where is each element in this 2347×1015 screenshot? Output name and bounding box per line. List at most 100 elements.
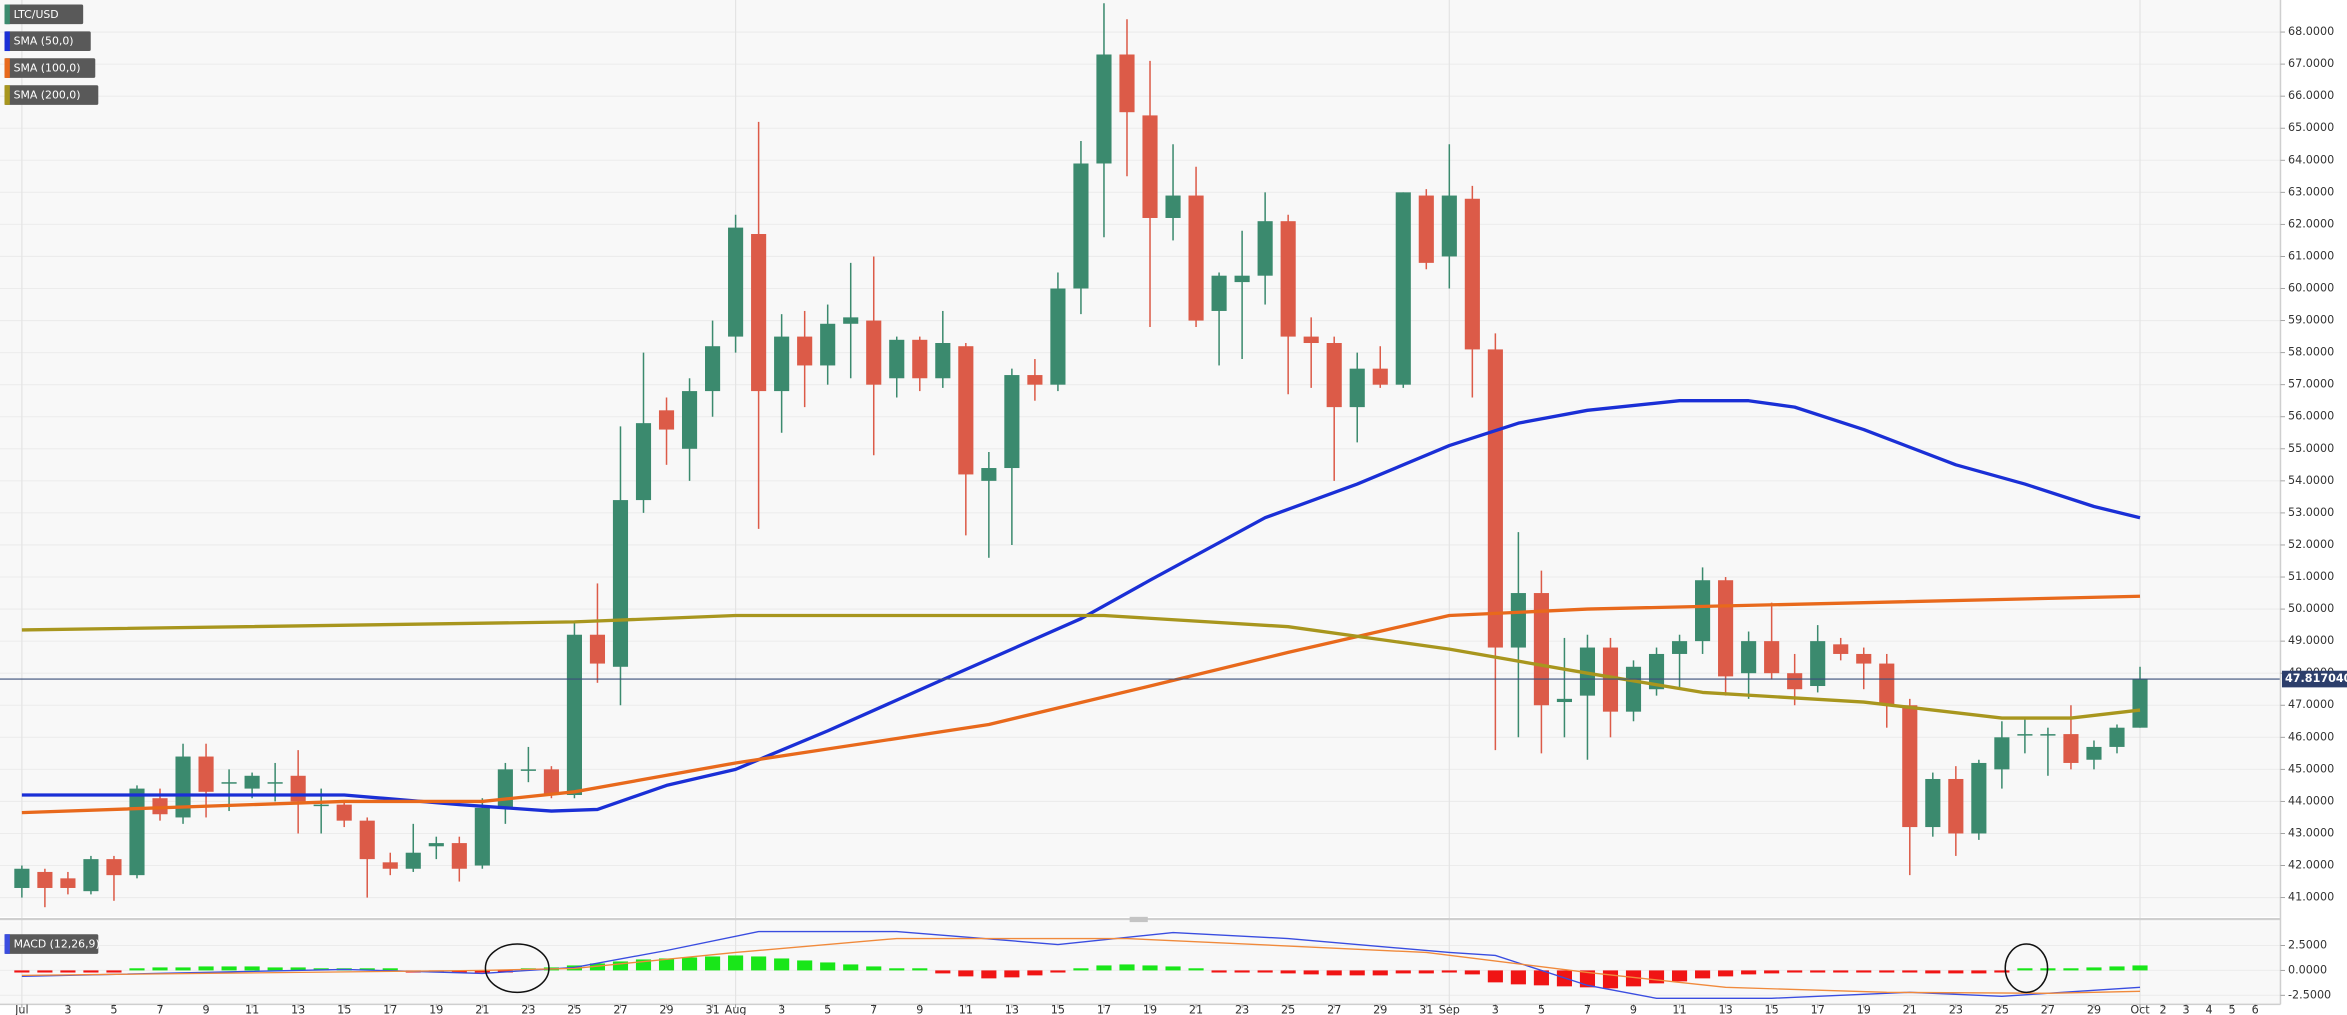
candle — [912, 336, 928, 392]
candle-body — [175, 756, 191, 818]
marks-layer — [0, 3, 2281, 999]
candle-body — [60, 878, 76, 888]
candle — [1533, 570, 1549, 754]
candle-body — [681, 391, 698, 449]
legend-swatch — [4, 58, 10, 78]
candle-body — [2017, 734, 2033, 736]
x-tick-label: 4 — [2206, 1004, 2213, 1015]
legend-label: SMA (100,0) — [14, 62, 81, 75]
candle-body — [889, 339, 905, 379]
legend-label: SMA (200,0) — [14, 88, 81, 101]
macd-histogram-bar — [1441, 970, 1457, 973]
y-tick-label: 2.5000 — [2288, 939, 2327, 952]
x-tick-label: 27 — [1327, 1004, 1341, 1015]
candle-body — [1487, 349, 1503, 648]
candle-body — [1326, 343, 1342, 408]
x-tick-label: 29 — [659, 1004, 673, 1015]
candle-body — [1257, 221, 1273, 276]
candle-body — [935, 343, 951, 379]
macd-histogram-bar — [244, 966, 260, 971]
x-tick-label: 7 — [870, 1004, 877, 1015]
legend-item[interactable]: SMA (50,0) — [4, 31, 91, 52]
candle — [1372, 346, 1388, 388]
candle-body — [1510, 593, 1526, 648]
legend-item[interactable]: SMA (100,0) — [4, 58, 96, 78]
candle — [1395, 192, 1411, 388]
macd-histogram-bar — [198, 966, 214, 971]
macd-histogram-bar — [658, 958, 675, 971]
macd-histogram-bar — [1741, 970, 1757, 975]
macd-histogram-bar — [797, 960, 813, 971]
y-tick-label: 62.0000 — [2288, 217, 2334, 230]
candle — [705, 320, 721, 417]
candle — [889, 336, 905, 398]
candle — [1925, 772, 1941, 837]
y-tick-label: 54.0000 — [2288, 474, 2334, 487]
x-tick-label: 17 — [1811, 1004, 1825, 1015]
candle-body — [1188, 195, 1204, 321]
macd-histogram-bar — [267, 967, 283, 971]
candle-body — [290, 775, 306, 802]
x-tick-label: 3 — [1492, 1004, 1499, 1015]
x-tick-label: 11 — [1672, 1004, 1686, 1015]
candle-body — [129, 788, 145, 876]
candle — [1741, 631, 1757, 699]
legend-box — [4, 58, 96, 78]
x-tick-label: 21 — [475, 1004, 489, 1015]
x-tick-label: 25 — [1281, 1004, 1295, 1015]
x-tick-label: 27 — [2041, 1004, 2055, 1015]
y-tick-label: 52.0000 — [2288, 538, 2334, 551]
candle — [336, 801, 352, 828]
candle — [1119, 19, 1135, 177]
candle — [2132, 666, 2148, 728]
macd-histogram-bar — [1326, 970, 1342, 976]
x-tick-label: 21 — [1903, 1004, 1917, 1015]
panel-resize-handle[interactable] — [1129, 916, 1148, 923]
candle — [1879, 653, 1895, 728]
y-tick-label: 64.0000 — [2288, 153, 2334, 166]
macd-histogram-bar — [889, 968, 905, 971]
macd-histogram-bar — [1925, 970, 1941, 974]
candle — [774, 314, 790, 433]
legend-item[interactable]: SMA (200,0) — [4, 85, 99, 105]
candle-body — [382, 862, 398, 869]
candle — [382, 852, 398, 876]
x-tick-label: Jul — [14, 1004, 28, 1015]
y-tick-label: 0.0000 — [2288, 963, 2327, 976]
candle-body — [774, 336, 790, 392]
candle-body — [106, 859, 122, 876]
candle-body — [1856, 653, 1872, 664]
macd-histogram-bar — [2109, 966, 2125, 971]
candle-body — [1602, 647, 1619, 712]
macd-histogram-bar — [1349, 970, 1365, 976]
y-tick-label: 55.0000 — [2288, 442, 2334, 455]
candle — [1188, 166, 1204, 327]
candle — [1510, 532, 1526, 738]
legend-item[interactable]: LTC/USD — [4, 4, 84, 25]
legend-box — [4, 934, 99, 954]
candle — [1349, 352, 1365, 443]
x-tick-label: 15 — [1051, 1004, 1065, 1015]
last-price-label: 47.817040 — [2285, 672, 2347, 685]
macd-histogram-bar — [1764, 970, 1780, 974]
macd-line — [21, 937, 2141, 995]
legend-item[interactable]: MACD (12,26,9) — [4, 934, 100, 954]
macd-histogram-bar — [820, 962, 836, 971]
candle-body — [14, 868, 30, 888]
macd-histogram-bar — [83, 970, 99, 973]
x-tick-label: Sep — [1439, 1004, 1460, 1015]
candle — [797, 310, 813, 408]
x-tick-label: 9 — [203, 1004, 210, 1015]
candle-body — [1971, 762, 1987, 834]
candle — [1326, 336, 1342, 481]
x-tick-label: 5 — [2229, 1004, 2236, 1015]
candle-body — [1810, 641, 1826, 687]
y-tick-label: 44.0000 — [2288, 794, 2334, 807]
candle-body — [1764, 641, 1780, 674]
macd-histogram-bar — [1510, 970, 1526, 985]
macd-histogram-bar — [981, 970, 997, 979]
macd-histogram-bar — [1280, 970, 1296, 974]
macd-histogram-bar — [1395, 970, 1411, 974]
candle — [1856, 647, 1872, 690]
candle — [1764, 602, 1780, 680]
